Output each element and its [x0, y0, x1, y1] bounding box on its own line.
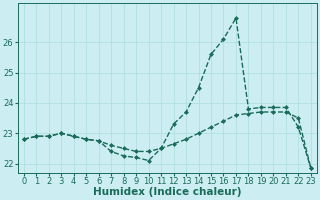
X-axis label: Humidex (Indice chaleur): Humidex (Indice chaleur) — [93, 187, 242, 197]
